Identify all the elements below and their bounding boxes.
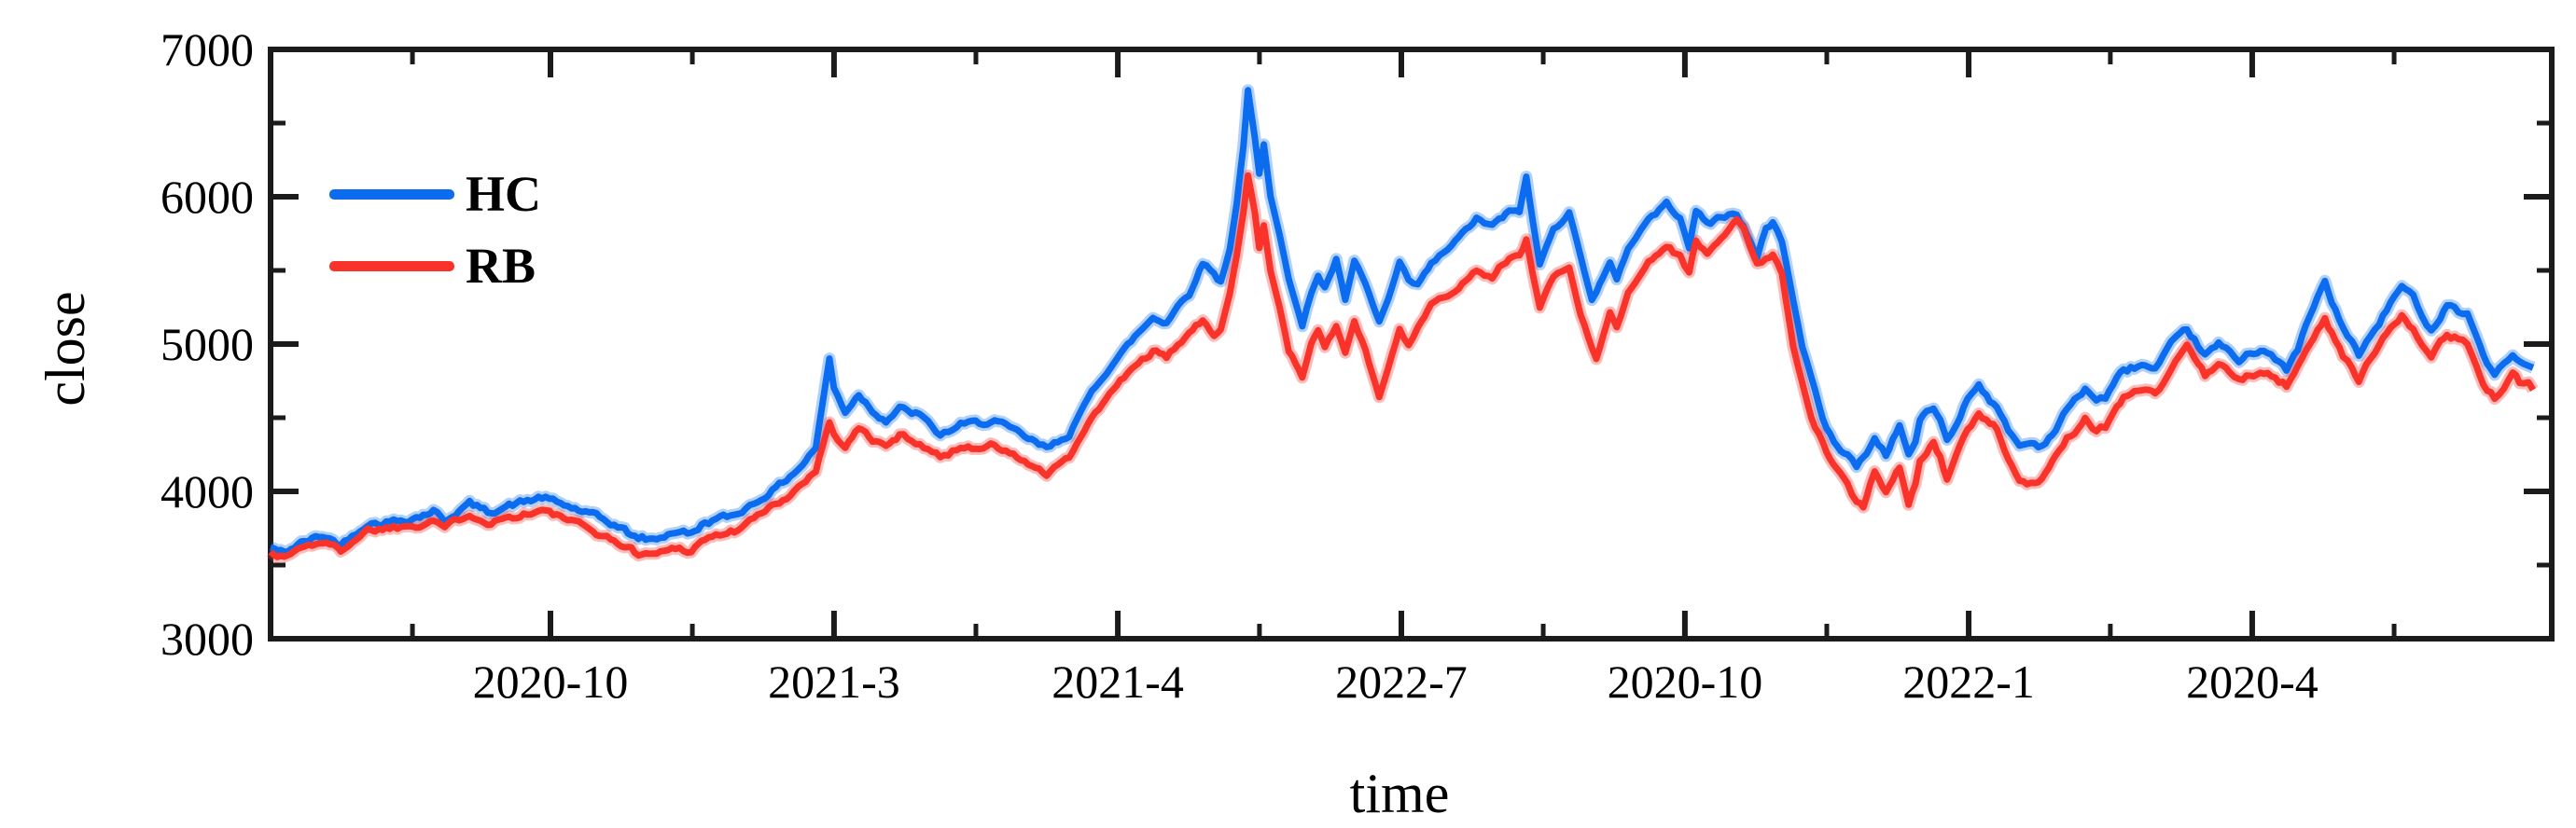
x-axis-title: time (1349, 763, 1450, 824)
hc-series-halo (268, 84, 2536, 559)
x-tick-label: 2020-4 (2186, 656, 2318, 708)
rb-series-line (268, 172, 2537, 560)
x-tick-label: 2021-4 (1051, 656, 1184, 708)
y-tick-label: 5000 (160, 318, 254, 370)
legend-item-hc: HC (329, 166, 541, 222)
y-tick-label: 7000 (160, 23, 254, 76)
y-tick-label: 4000 (160, 465, 254, 518)
rb-legend-label: RB (466, 238, 536, 294)
hc-series-line (269, 87, 2535, 556)
rb-legend-line (329, 260, 454, 271)
rb-series-halo (266, 169, 2539, 563)
y-tick-label: 6000 (160, 171, 254, 223)
x-tick-label: 2022-7 (1335, 656, 1468, 708)
legend-item-rb: RB (329, 238, 536, 294)
x-tick-label: 2020-10 (1607, 656, 1763, 708)
x-tick-label: 2021-3 (768, 656, 900, 708)
x-tick-label: 2020-10 (472, 656, 629, 708)
hc-legend-label: HC (466, 166, 541, 222)
hc-legend-line (329, 188, 454, 200)
y-tick-label: 3000 (160, 613, 254, 665)
x-tick-label: 2022-1 (1902, 656, 2035, 708)
